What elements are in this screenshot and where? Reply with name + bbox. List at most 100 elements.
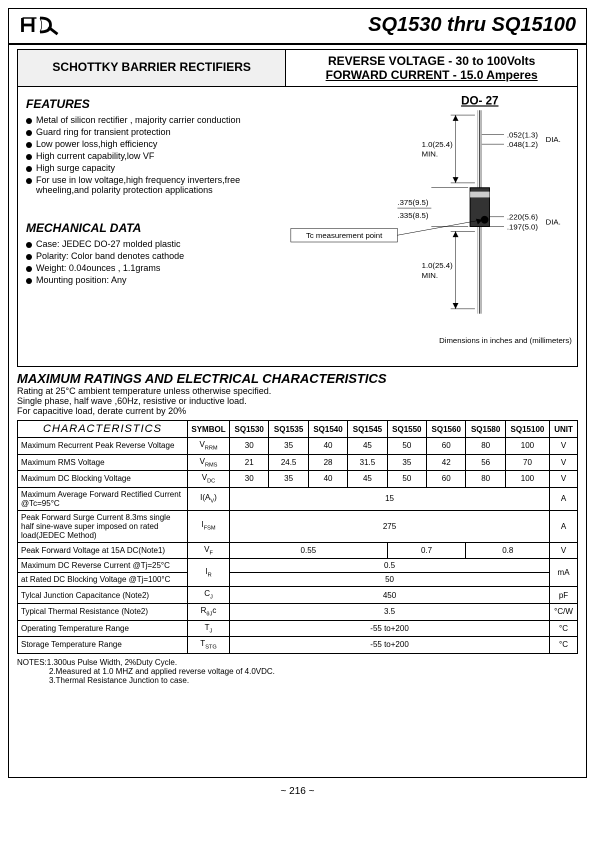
- table-row: Typical Thermal Resistance (Note2)RθJc3.…: [18, 603, 578, 620]
- char-value: 50: [387, 438, 426, 455]
- svg-text:.197(5.0): .197(5.0): [507, 222, 538, 231]
- char-symbol: TSTG: [188, 637, 230, 654]
- char-name: Storage Temperature Range: [18, 637, 188, 654]
- svg-text:.052(1.3): .052(1.3): [507, 130, 538, 139]
- char-symbol: CJ: [188, 587, 230, 604]
- char-unit: mA: [550, 559, 578, 587]
- char-name: Operating Temperature Range: [18, 620, 188, 637]
- char-name: Maximum Recurrent Peak Reverse Voltage: [18, 438, 188, 455]
- title-box: SCHOTTKY BARRIER RECTIFIERS REVERSE VOLT…: [17, 49, 578, 87]
- table-header: SQ15100: [505, 421, 549, 438]
- char-value: 45: [348, 471, 387, 488]
- char-value: -55 to+200: [230, 620, 550, 637]
- char-name: Peak Forward Surge Current 8.3ms single …: [18, 510, 188, 542]
- svg-text:1.0(25.4): 1.0(25.4): [422, 140, 453, 149]
- char-value: 60: [427, 471, 466, 488]
- table-row: Peak Forward Voltage at 15A DC(Note1)VF0…: [18, 542, 578, 559]
- char-unit: °C/W: [550, 603, 578, 620]
- svg-text:.048(1.2): .048(1.2): [507, 140, 538, 149]
- char-value: 30: [230, 471, 269, 488]
- mech-text: Polarity: Color band denotes cathode: [36, 251, 184, 261]
- char-value: 0.7: [387, 542, 466, 559]
- table-row: Maximum Average Forward Rectified Curren…: [18, 487, 578, 510]
- char-value: 24.5: [269, 454, 308, 471]
- char-unit: pF: [550, 587, 578, 604]
- mech-heading: MECHANICAL DATA: [26, 221, 278, 235]
- char-unit: °C: [550, 637, 578, 654]
- char-unit: A: [550, 510, 578, 542]
- svg-text:DIA.: DIA.: [546, 218, 561, 227]
- svg-text:DO- 27: DO- 27: [461, 94, 498, 107]
- char-value: 40: [308, 438, 347, 455]
- mid-section: FEATURES Metal of silicon rectifier , ma…: [17, 87, 578, 367]
- char-value: 30: [230, 438, 269, 455]
- char-name: Peak Forward Voltage at 15A DC(Note1): [18, 542, 188, 559]
- mech-item: Mounting position: Any: [26, 275, 278, 285]
- mech-text: Mounting position: Any: [36, 275, 127, 285]
- char-value: 40: [308, 471, 347, 488]
- char-unit: V: [550, 471, 578, 488]
- table-row: Storage Temperature RangeTSTG-55 to+200°…: [18, 637, 578, 654]
- forward-current: FORWARD CURRENT - 15.0 Amperes: [290, 68, 573, 82]
- feature-text: Metal of silicon rectifier , majority ca…: [36, 115, 241, 125]
- bullet-icon: [26, 130, 32, 136]
- char-symbol: I(AV): [188, 487, 230, 510]
- char-name: Maximum DC Blocking Voltage: [18, 471, 188, 488]
- max-note3: For capacitive load, derate current by 2…: [17, 406, 578, 416]
- header-row: SQ1530 thru SQ15100: [9, 9, 586, 41]
- bullet-icon: [26, 242, 32, 248]
- svg-text:Tc measurement point: Tc measurement point: [306, 231, 383, 240]
- header-rule: [9, 43, 586, 45]
- max-note1: Rating at 25°C ambient temperature unles…: [17, 386, 578, 396]
- max-ratings: MAXIMUM RATINGS AND ELECTRICAL CHARACTER…: [9, 371, 586, 654]
- feature-item: For use in low voltage,high frequency in…: [26, 175, 278, 195]
- table-header: SQ1535: [269, 421, 308, 438]
- char-symbol: VRMS: [188, 454, 230, 471]
- feature-text: Low power loss,high efficiency: [36, 139, 157, 149]
- svg-text:1.0(25.4): 1.0(25.4): [422, 261, 453, 270]
- svg-text:Dimensions in inches and (mill: Dimensions in inches and (millimeters): [439, 336, 572, 345]
- notes: NOTES:1.300us Pulse Width, 2%Duty Cycle.…: [9, 654, 586, 689]
- table-row: Maximum RMS VoltageVRMS2124.52831.535425…: [18, 454, 578, 471]
- bullet-icon: [26, 278, 32, 284]
- note1: NOTES:1.300us Pulse Width, 2%Duty Cycle.: [17, 658, 578, 667]
- page-frame: SQ1530 thru SQ15100 SCHOTTKY BARRIER REC…: [8, 8, 587, 778]
- feature-item: Low power loss,high efficiency: [26, 139, 278, 149]
- do27-diagram-icon: DO- 27 .052(1.3) .048(1.2) DIA.: [286, 87, 577, 366]
- table-header: SYMBOL: [188, 421, 230, 438]
- mech-item: Weight: 0.04ounces , 1.1grams: [26, 263, 278, 273]
- bullet-icon: [26, 142, 32, 148]
- feature-text: High current capability,low VF: [36, 151, 154, 161]
- table-row: Maximum DC Blocking VoltageVDC3035404550…: [18, 471, 578, 488]
- char-value: 35: [269, 438, 308, 455]
- char-unit: V: [550, 542, 578, 559]
- char-name: Maximum DC Reverse Current @Tj=25°C: [18, 559, 188, 573]
- table-header: SQ1560: [427, 421, 466, 438]
- package-diagram: DO- 27 .052(1.3) .048(1.2) DIA.: [286, 87, 577, 366]
- table-header: SQ1550: [387, 421, 426, 438]
- feature-item: High current capability,low VF: [26, 151, 278, 161]
- char-value: 70: [505, 454, 549, 471]
- char-name: Maximum RMS Voltage: [18, 454, 188, 471]
- char-symbol: VDC: [188, 471, 230, 488]
- note3: 3.Thermal Resistance Junction to case.: [17, 676, 578, 685]
- bullet-icon: [26, 154, 32, 160]
- char-value: 45: [348, 438, 387, 455]
- svg-text:.220(5.6): .220(5.6): [507, 213, 538, 222]
- char-symbol: IFSM: [188, 510, 230, 542]
- char-name: Typical Thermal Resistance (Note2): [18, 603, 188, 620]
- hy-logo-icon: [19, 13, 89, 37]
- table-header: SQ1580: [466, 421, 505, 438]
- feature-text: For use in low voltage,high frequency in…: [36, 175, 278, 195]
- char-value: 450: [230, 587, 550, 604]
- char-value: 0.55: [230, 542, 388, 559]
- char-value: 80: [466, 438, 505, 455]
- features-mech: FEATURES Metal of silicon rectifier , ma…: [18, 87, 286, 366]
- mech-text: Case: JEDEC DO-27 molded plastic: [36, 239, 181, 249]
- table-row: Maximum DC Reverse Current @Tj=25°CIR0.5…: [18, 559, 578, 573]
- note2: 2.Measured at 1.0 MHZ and applied revers…: [17, 667, 578, 676]
- char-name: at Rated DC Blocking Voltage @Tj=100°C: [18, 573, 188, 587]
- char-value: 50: [230, 573, 550, 587]
- char-name: Tylcal Junction Capacitance (Note2): [18, 587, 188, 604]
- char-value: 35: [269, 471, 308, 488]
